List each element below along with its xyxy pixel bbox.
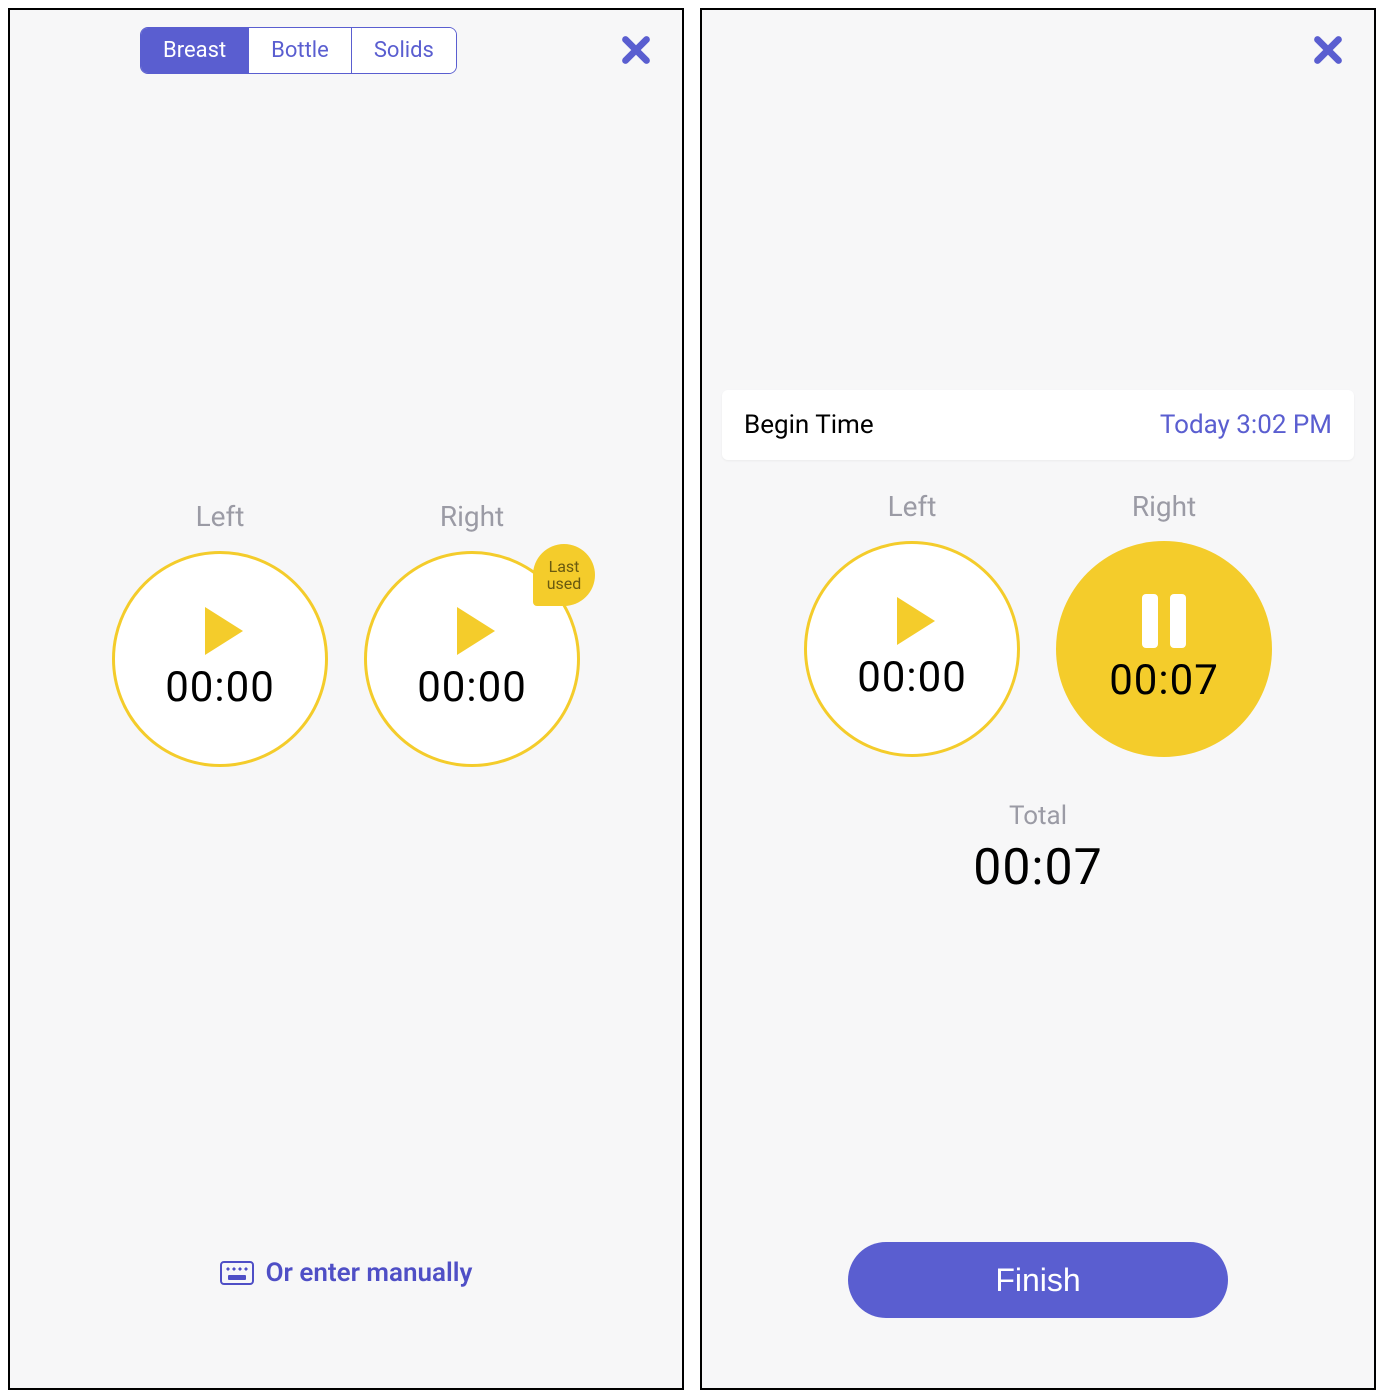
- total-block: Total 00:07: [702, 801, 1374, 897]
- right-timer-button[interactable]: Last used 00:00: [364, 551, 580, 767]
- play-icon: [205, 607, 243, 655]
- left-timer-value: 00:00: [165, 663, 275, 712]
- left-timer-button[interactable]: 00:00: [804, 541, 1020, 757]
- last-used-badge: Last used: [533, 544, 595, 606]
- tab-bottle[interactable]: Bottle: [249, 28, 352, 73]
- right-timer-value: 00:00: [417, 663, 527, 712]
- play-icon: [897, 597, 935, 645]
- right-timer-col: Right Last used 00:00: [364, 500, 580, 767]
- top-bar: Breast Bottle Solids: [10, 10, 682, 90]
- close-icon[interactable]: [614, 28, 658, 72]
- left-timer-value: 00:00: [857, 653, 967, 702]
- enter-manually-label: Or enter manually: [266, 1258, 473, 1288]
- close-icon[interactable]: [1306, 28, 1350, 72]
- tab-breast[interactable]: Breast: [141, 28, 249, 73]
- play-icon: [457, 607, 495, 655]
- timers-row: Left 00:00 Right 00:07: [702, 490, 1374, 757]
- left-timer-label: Left: [196, 500, 245, 533]
- screen-running: Begin Time Today 3:02 PM Left 00:00 Righ…: [700, 8, 1376, 1390]
- top-bar: [702, 10, 1374, 90]
- screen-initial: Breast Bottle Solids Left 00:00 Right La…: [8, 8, 684, 1390]
- left-timer-button[interactable]: 00:00: [112, 551, 328, 767]
- left-timer-label: Left: [888, 490, 937, 523]
- begin-time-row[interactable]: Begin Time Today 3:02 PM: [722, 390, 1354, 460]
- total-value: 00:07: [702, 839, 1374, 897]
- keyboard-icon: [220, 1261, 254, 1285]
- timers-row: Left 00:00 Right Last used 00:00: [10, 500, 682, 767]
- right-timer-label: Right: [1132, 490, 1196, 523]
- right-timer-button[interactable]: 00:07: [1056, 541, 1272, 757]
- right-timer-col: Right 00:07: [1056, 490, 1272, 757]
- total-label: Total: [702, 801, 1374, 831]
- pause-icon: [1142, 594, 1186, 648]
- begin-time-value: Today 3:02 PM: [1160, 410, 1332, 440]
- left-timer-col: Left 00:00: [804, 490, 1020, 757]
- right-timer-value: 00:07: [1109, 656, 1219, 705]
- tab-solids[interactable]: Solids: [352, 28, 456, 73]
- begin-time-label: Begin Time: [744, 410, 874, 440]
- enter-manually-link[interactable]: Or enter manually: [10, 1258, 682, 1288]
- left-timer-col: Left 00:00: [112, 500, 328, 767]
- right-timer-label: Right: [440, 500, 504, 533]
- finish-button[interactable]: Finish: [848, 1242, 1228, 1318]
- feed-type-tabs: Breast Bottle Solids: [140, 27, 457, 74]
